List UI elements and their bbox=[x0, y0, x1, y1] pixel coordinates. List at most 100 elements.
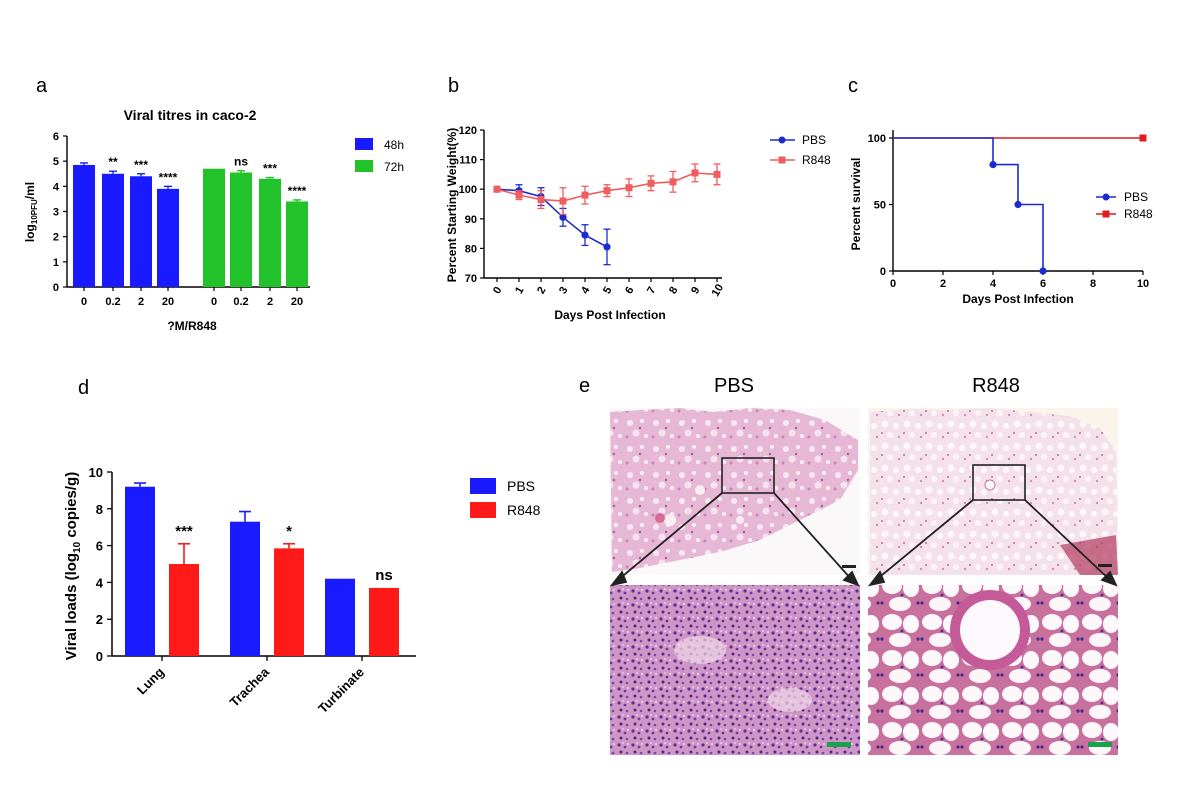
chart-b-point-R848 bbox=[515, 191, 523, 199]
chart-d-significance: ns bbox=[375, 567, 393, 584]
chart-a-ytick-label: 1 bbox=[53, 257, 59, 269]
chart-b-point-PBS bbox=[581, 231, 589, 239]
chart-b-ytick-label: 100 bbox=[459, 184, 477, 196]
chart-b-point-R848 bbox=[603, 187, 611, 195]
chart-d-ytick-label: 4 bbox=[96, 575, 104, 590]
chart-b-ytick-label: 110 bbox=[459, 155, 477, 167]
legend-c-pbs-label: PBS bbox=[1124, 190, 1148, 204]
chart-c-xtick-label: 0 bbox=[890, 278, 896, 290]
histology-label-pbs: PBS bbox=[714, 375, 754, 397]
panel-label-d: d bbox=[78, 377, 89, 399]
chart-a-xtick-label: 0.2 bbox=[105, 296, 120, 308]
chart-a-ytick-label: 3 bbox=[53, 207, 59, 219]
legend-c-r848-marker bbox=[1102, 210, 1110, 218]
chart-b-line-PBS bbox=[496, 188, 608, 248]
chart-a-ytick-label: 5 bbox=[53, 156, 59, 168]
chart-d-ytick-label: 10 bbox=[89, 465, 103, 480]
chart-b-point-R848 bbox=[691, 169, 699, 177]
chart-c-xtick-label: 6 bbox=[1040, 278, 1046, 290]
chart-a-significance: ** bbox=[108, 155, 118, 169]
chart-a-bar-72h-0 bbox=[203, 168, 225, 287]
chart-c-point-PBS bbox=[1014, 200, 1022, 209]
chart-d-bar-PBS-Lung bbox=[125, 486, 155, 656]
chart-b-point-R848 bbox=[669, 178, 677, 186]
chart-a-significance: **** bbox=[159, 170, 178, 184]
legend-d-r848-swatch bbox=[470, 502, 496, 518]
chart-c-survival: Percent survival Days Post Infection 0 50… bbox=[849, 130, 1153, 306]
chart-c-xtick-label: 2 bbox=[940, 278, 946, 290]
chart-b-xtick-label: 4 bbox=[579, 284, 593, 296]
chart-a-xlabel: ?M/R848 bbox=[167, 319, 217, 333]
legend-72h-swatch bbox=[355, 160, 373, 172]
chart-d-xtick-label: Lung bbox=[134, 664, 167, 697]
chart-a-significance: ns bbox=[234, 155, 248, 169]
chart-b-point-R848 bbox=[537, 196, 545, 204]
chart-b-point-PBS bbox=[559, 213, 567, 221]
chart-b-xtick-label: 8 bbox=[667, 285, 680, 296]
legend-c-pbs-marker bbox=[1102, 193, 1110, 201]
chart-d-significance: * bbox=[286, 523, 292, 540]
legend-d-pbs-swatch bbox=[470, 478, 496, 494]
legend-r848-marker bbox=[778, 156, 786, 164]
chart-c-ytick-label: 100 bbox=[868, 133, 886, 145]
chart-a-ylabel: log10PFU/ml bbox=[23, 182, 39, 242]
chart-b-point-R848 bbox=[581, 191, 589, 199]
legend-48h-label: 48h bbox=[384, 138, 404, 152]
chart-a-xtick-label: 0.2 bbox=[233, 296, 248, 308]
chart-b-xtick-label: 2 bbox=[535, 285, 548, 296]
chart-a-xtick-label: 20 bbox=[162, 296, 174, 308]
legend-b-r848-label: R848 bbox=[802, 153, 831, 167]
chart-b-xtick-label: 0 bbox=[491, 285, 504, 296]
chart-d-xtick-label: Trachea bbox=[227, 664, 273, 710]
chart-b-point-PBS bbox=[603, 243, 611, 251]
chart-b-point-R848 bbox=[493, 185, 501, 193]
histology-r848-high-mag bbox=[868, 585, 1118, 755]
chart-a-xtick-label: 2 bbox=[138, 296, 144, 308]
histology-panel: PBS R848 bbox=[609, 375, 1118, 755]
chart-c-ylabel: Percent survival bbox=[849, 158, 863, 251]
histology-pbs-low-mag bbox=[610, 408, 860, 575]
chart-d-ytick-label: 0 bbox=[96, 649, 103, 664]
chart-d-viral-loads: Viral loads (log10 copies/g) 0 2 4 6 8 10 *** L… bbox=[63, 465, 541, 716]
chart-a-significance: *** bbox=[134, 158, 148, 172]
histology-pbs-high-mag bbox=[610, 585, 860, 755]
legend-b-pbs-label: PBS bbox=[802, 133, 826, 147]
chart-c-line-PBS bbox=[893, 137, 1044, 271]
chart-d-bar-R848-Turbinate bbox=[369, 587, 399, 656]
chart-c-ytick-label: 50 bbox=[874, 200, 886, 212]
chart-a-bar-72h-2 bbox=[259, 178, 281, 287]
chart-b-ytick-label: 70 bbox=[465, 273, 477, 285]
chart-b-xtick-label: 7 bbox=[645, 285, 658, 296]
chart-d-ytick-label: 2 bbox=[96, 612, 103, 627]
chart-a-bar-72h-0.2 bbox=[230, 172, 252, 287]
chart-b-xtick-label: 10 bbox=[710, 282, 727, 299]
chart-b-xtick-label: 9 bbox=[689, 285, 702, 296]
chart-d-ytick-label: 6 bbox=[96, 539, 103, 554]
chart-a-bar-48h-0.2 bbox=[102, 173, 124, 287]
chart-a-significance: **** bbox=[288, 184, 307, 198]
panel-label-b: b bbox=[448, 75, 459, 97]
legend-pbs-marker bbox=[778, 136, 786, 144]
chart-a-significance: *** bbox=[263, 162, 277, 176]
chart-c-point-R848 bbox=[1139, 134, 1147, 142]
chart-a-bar-48h-0 bbox=[73, 164, 95, 287]
chart-b-xtick-label: 6 bbox=[623, 285, 636, 296]
legend-72h-label: 72h bbox=[384, 160, 404, 174]
chart-b-point-R848 bbox=[647, 179, 655, 187]
chart-b-ytick-label: 80 bbox=[465, 243, 477, 255]
chart-b-point-R848 bbox=[713, 170, 721, 178]
legend-d-pbs-label: PBS bbox=[507, 478, 535, 494]
chart-c-xlabel: Days Post Infection bbox=[962, 292, 1073, 306]
legend-d-r848-label: R848 bbox=[507, 502, 541, 518]
panel-label-c: c bbox=[848, 75, 858, 97]
chart-a-bar-72h-20 bbox=[286, 201, 308, 287]
chart-a-ytick-label: 6 bbox=[53, 131, 59, 143]
panel-label-e: e bbox=[579, 375, 590, 397]
chart-a-ytick-label: 0 bbox=[53, 282, 59, 294]
chart-a-bar-48h-2 bbox=[130, 176, 152, 287]
chart-b-weight: Percent Starting Weight(%) Days Post Inf… bbox=[445, 125, 831, 322]
chart-a-title: Viral titres in caco-2 bbox=[124, 107, 257, 123]
chart-a-xtick-label: 2 bbox=[267, 296, 273, 308]
chart-b-ytick-label: 90 bbox=[465, 214, 477, 226]
